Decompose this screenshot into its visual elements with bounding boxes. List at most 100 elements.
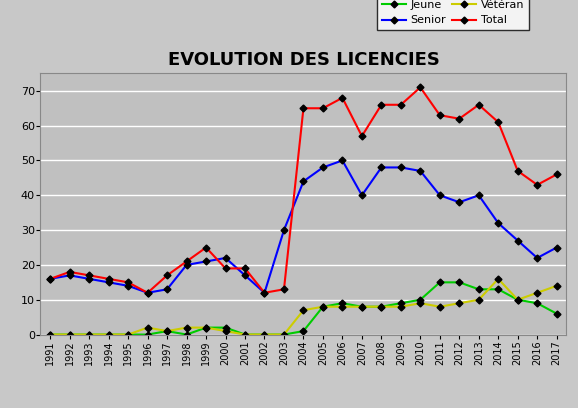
Vétéran (475, 297, 482, 302)
Senior (144, 290, 151, 295)
Jeune (475, 287, 482, 292)
Vétéran (183, 325, 190, 330)
Jeune (456, 280, 463, 285)
Jeune (300, 328, 307, 333)
Jeune (320, 304, 327, 309)
Total (475, 102, 482, 107)
Senior (242, 273, 249, 278)
Vétéran (261, 332, 268, 337)
Vétéran (164, 328, 171, 333)
Total (514, 169, 521, 173)
Jeune (398, 301, 405, 306)
Vétéran (105, 332, 112, 337)
Total (436, 113, 443, 118)
Title: EVOLUTION DES LICENCIES: EVOLUTION DES LICENCIES (168, 51, 439, 69)
Senior (358, 193, 365, 198)
Jeune (202, 325, 209, 330)
Jeune (222, 325, 229, 330)
Senior (183, 262, 190, 267)
Jeune (339, 301, 346, 306)
Jeune (436, 280, 443, 285)
Vétéran (358, 304, 365, 309)
Jeune (242, 332, 249, 337)
Jeune (125, 332, 132, 337)
Total (261, 290, 268, 295)
Vétéran (222, 328, 229, 333)
Jeune (66, 332, 73, 337)
Senior (164, 287, 171, 292)
Total (66, 269, 73, 274)
Total (398, 102, 405, 107)
Total (105, 276, 112, 281)
Line: Senior: Senior (48, 158, 559, 295)
Vétéran (417, 301, 424, 306)
Jeune (495, 287, 502, 292)
Total (533, 182, 540, 187)
Vétéran (533, 290, 540, 295)
Total (222, 266, 229, 271)
Senior (320, 165, 327, 170)
Jeune (86, 332, 92, 337)
Senior (86, 276, 92, 281)
Vétéran (86, 332, 92, 337)
Jeune (553, 311, 560, 316)
Jeune (280, 332, 287, 337)
Senior (398, 165, 405, 170)
Jeune (144, 332, 151, 337)
Jeune (417, 297, 424, 302)
Total (202, 245, 209, 250)
Jeune (183, 332, 190, 337)
Vétéran (495, 276, 502, 281)
Senior (495, 221, 502, 226)
Vétéran (456, 301, 463, 306)
Vétéran (242, 332, 249, 337)
Vétéran (125, 332, 132, 337)
Vétéran (553, 284, 560, 288)
Total (339, 95, 346, 100)
Total (495, 120, 502, 124)
Jeune (378, 304, 385, 309)
Total (320, 106, 327, 111)
Senior (339, 158, 346, 163)
Vétéran (280, 332, 287, 337)
Senior (202, 259, 209, 264)
Senior (417, 169, 424, 173)
Vétéran (66, 332, 73, 337)
Vétéran (144, 325, 151, 330)
Line: Vétéran: Vétéran (48, 277, 559, 337)
Total (125, 280, 132, 285)
Total (280, 287, 287, 292)
Senior (261, 290, 268, 295)
Vétéran (398, 304, 405, 309)
Senior (436, 193, 443, 198)
Total (300, 106, 307, 111)
Senior (300, 179, 307, 184)
Jeune (261, 332, 268, 337)
Vétéran (47, 332, 54, 337)
Jeune (533, 301, 540, 306)
Jeune (164, 328, 171, 333)
Senior (105, 280, 112, 285)
Vétéran (300, 308, 307, 313)
Total (358, 134, 365, 139)
Senior (125, 284, 132, 288)
Legend: Jeune, Senior, Vétéran, Total: Jeune, Senior, Vétéran, Total (377, 0, 529, 30)
Senior (47, 276, 54, 281)
Total (183, 259, 190, 264)
Senior (475, 193, 482, 198)
Total (417, 85, 424, 90)
Jeune (514, 297, 521, 302)
Total (378, 102, 385, 107)
Total (553, 172, 560, 177)
Jeune (47, 332, 54, 337)
Vétéran (378, 304, 385, 309)
Vétéran (320, 304, 327, 309)
Senior (533, 255, 540, 260)
Senior (456, 200, 463, 205)
Senior (222, 255, 229, 260)
Total (456, 116, 463, 121)
Total (164, 273, 171, 278)
Line: Total: Total (48, 85, 559, 295)
Senior (280, 228, 287, 233)
Total (86, 273, 92, 278)
